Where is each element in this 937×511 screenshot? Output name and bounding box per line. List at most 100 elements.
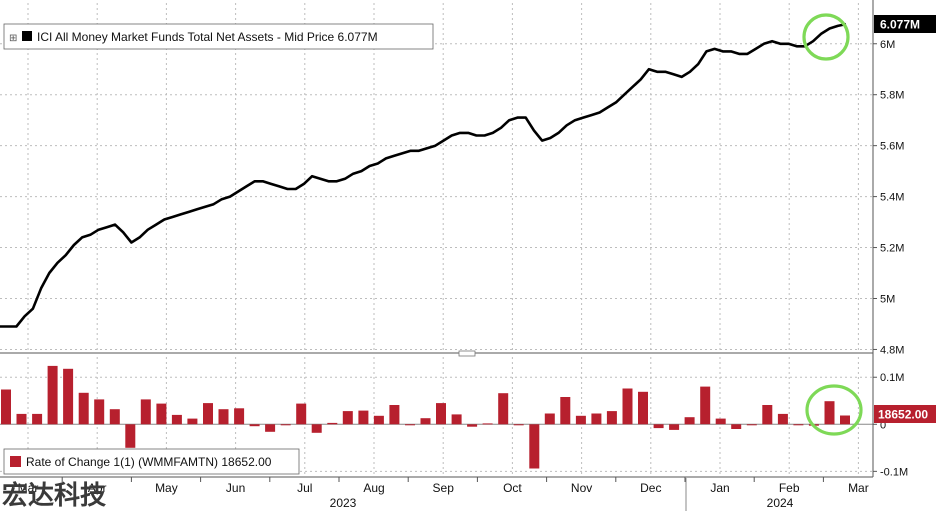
roc-bar (311, 424, 322, 433)
upper-y-tick-label: 6M (880, 39, 895, 51)
bar-last-value-flag: 18652.00 (874, 405, 936, 423)
month-label-mar: Mar (18, 481, 39, 495)
roc-bar (777, 413, 788, 425)
roc-bar (436, 403, 446, 425)
bar-legend-label: Rate of Change 1(1) (WMMFAMTN) 18652.00 (26, 455, 272, 469)
roc-bar (218, 409, 229, 425)
roc-bar (793, 424, 804, 426)
roc-bar (575, 415, 586, 425)
x-axis-month-labels: Mar Apr May Jun Jul Aug Sep Oct Nov Dec Jan Feb Mar (18, 477, 869, 495)
net-assets-line (0, 22, 847, 328)
roc-bar (171, 414, 182, 425)
upper-panel-grid (0, 3, 873, 352)
roc-bar (327, 422, 338, 425)
roc-bar (109, 409, 120, 425)
upper-y-tick-label: 5.2M (880, 243, 904, 255)
roc-bar (606, 411, 617, 425)
axes (0, 0, 874, 478)
month-label-may: May (155, 481, 178, 495)
roc-bar-series (1, 365, 850, 469)
roc-bar (824, 401, 835, 425)
bar-highlight-circle (805, 384, 863, 436)
upper-y-tick-label: 5.6M (880, 141, 904, 153)
line-legend-label: ICI All Money Market Funds Total Net Ass… (37, 30, 378, 44)
month-label-jul: Jul (297, 481, 312, 495)
year-label-2024: 2024 (767, 496, 794, 510)
month-label-dec: Dec (640, 481, 661, 495)
roc-bar (249, 424, 260, 427)
roc-bar (296, 403, 307, 425)
lower-y-tick-label: 0 (880, 419, 886, 431)
roc-bar (529, 424, 540, 469)
roc-bar (125, 424, 136, 448)
roc-bar (389, 405, 400, 425)
month-label-feb: Feb (779, 481, 800, 495)
year-label-2023: 2023 (330, 496, 357, 510)
upper-y-tick-label: 5.8M (880, 90, 904, 102)
roc-bar (498, 393, 509, 425)
roc-bar (156, 403, 167, 425)
roc-bar (234, 408, 245, 425)
roc-bar (16, 413, 27, 425)
roc-bar (591, 413, 602, 425)
roc-bar (700, 386, 711, 425)
month-label-apr: Apr (88, 481, 107, 495)
roc-bar (715, 418, 726, 425)
bar-legend-swatch (10, 456, 21, 467)
month-label-jun: Jun (226, 481, 245, 495)
roc-bar (140, 399, 151, 425)
upper-y-tick-label: 5M (880, 294, 895, 306)
roc-bar (358, 410, 369, 425)
roc-bar (265, 424, 276, 432)
line-highlight-circle (802, 13, 850, 61)
roc-bar (32, 413, 43, 425)
roc-bar (47, 365, 58, 425)
bar-last-value-text: 18652.00 (878, 408, 928, 422)
line-last-value-text: 6.077M (880, 18, 920, 32)
roc-bar (653, 424, 664, 429)
lower-y-tick-label: -0.1M (880, 466, 908, 478)
line-legend[interactable]: ⊞ ICI All Money Market Funds Total Net A… (3, 23, 434, 50)
roc-bar (420, 418, 431, 425)
roc-bar (638, 391, 648, 425)
roc-bar (78, 392, 89, 425)
roc-bar (746, 424, 757, 426)
lower-y-tick-label: 0.1M (880, 372, 904, 384)
roc-bar (405, 424, 415, 426)
roc-bar (669, 424, 680, 430)
legend-expand-icon[interactable]: ⊞ (9, 33, 17, 44)
roc-bar (684, 417, 695, 425)
month-label-sep: Sep (433, 481, 455, 495)
line-legend-swatch (22, 31, 32, 41)
roc-bar (467, 424, 478, 427)
month-label-jan: Jan (710, 481, 729, 495)
roc-bar (482, 423, 493, 425)
month-label-nov: Nov (571, 481, 592, 495)
roc-bar (1, 389, 11, 425)
roc-bar (544, 413, 555, 425)
month-label-mar: Mar (848, 481, 869, 495)
panel-resize-handle[interactable] (458, 350, 476, 357)
bar-legend[interactable]: Rate of Change 1(1) (WMMFAMTN) 18652.00 (3, 448, 300, 475)
roc-bar (373, 415, 384, 425)
roc-bar (280, 424, 291, 426)
roc-bar (762, 405, 773, 425)
roc-bar (342, 411, 353, 425)
roc-bar (622, 388, 633, 425)
watermark-logo: 宏达科技 (2, 480, 106, 511)
upper-y-axis-labels: 4.8M 5M 5.2M 5.4M 5.6M 5.8M 6M (873, 39, 904, 356)
upper-y-tick-label: 5.4M (880, 192, 904, 204)
roc-bar (451, 414, 462, 425)
month-label-aug: Aug (363, 481, 384, 495)
roc-bar (187, 418, 198, 425)
roc-bar (560, 397, 571, 425)
line-last-value-flag: 6.077M (874, 15, 936, 33)
lower-y-axis-labels: -0.1M 0 0.1M (873, 372, 908, 478)
roc-bar (94, 399, 105, 425)
roc-bar (840, 415, 850, 425)
roc-bar (731, 424, 742, 429)
month-label-oct: Oct (503, 481, 522, 495)
upper-y-tick-label: 4.8M (880, 344, 904, 356)
roc-bar (203, 403, 213, 425)
